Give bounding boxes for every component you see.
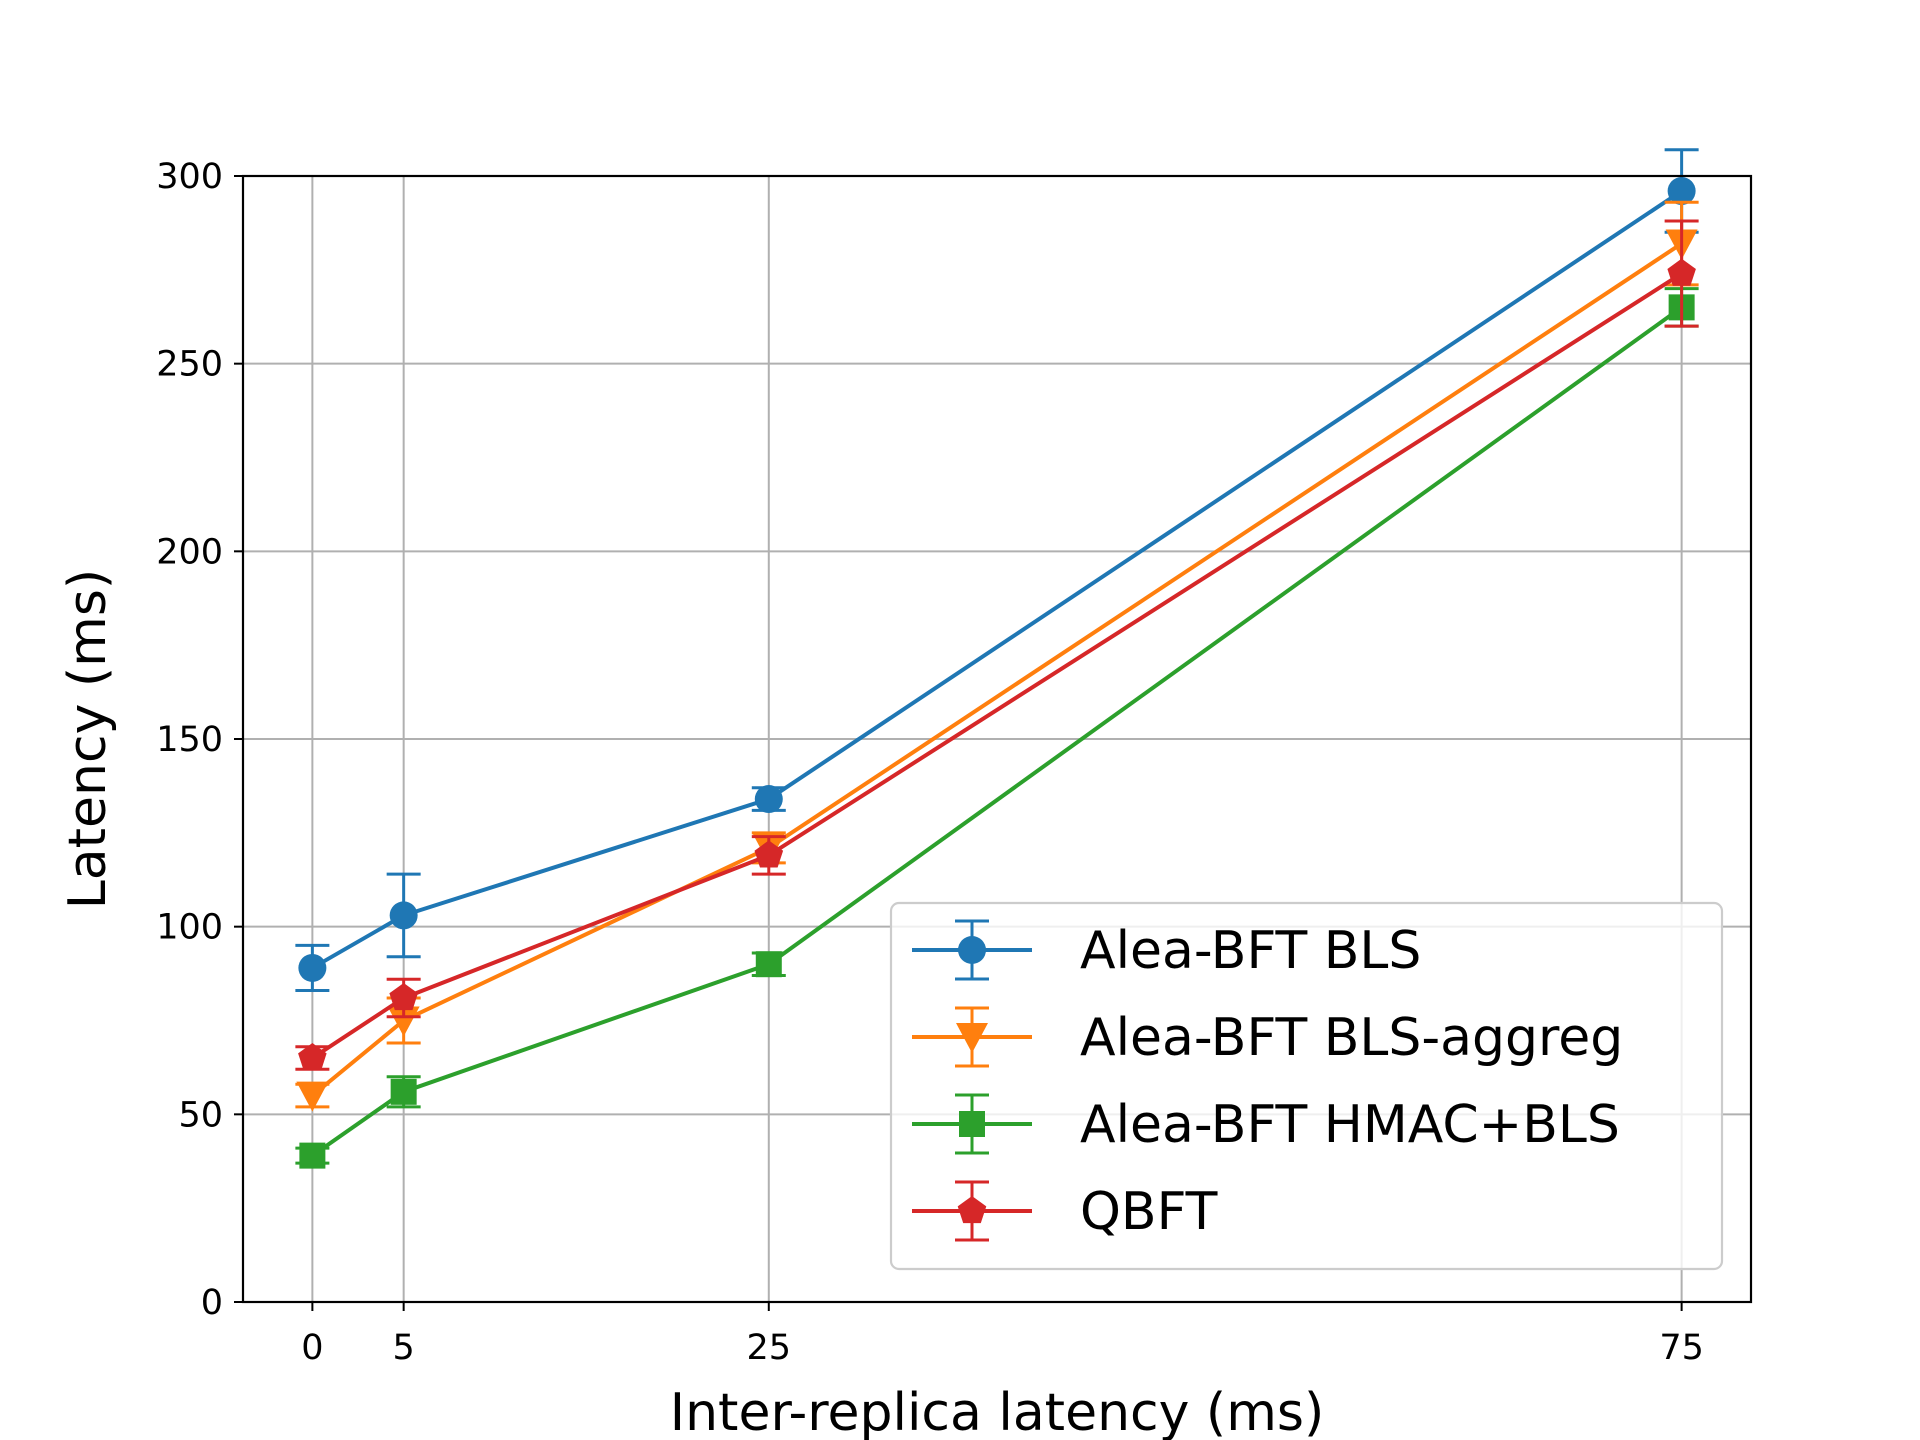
data-point-marker — [296, 1081, 329, 1112]
data-point-marker — [1667, 177, 1696, 206]
data-point-marker — [389, 901, 418, 930]
y-tick-label: 50 — [178, 1095, 223, 1135]
series-alea-bft-bls — [295, 148, 1699, 992]
series-line — [311, 189, 1683, 970]
y-tick-label: 300 — [156, 157, 223, 197]
y-axis-label: Latency (ms) — [58, 569, 118, 909]
data-point-marker — [754, 840, 784, 868]
data-point-marker — [957, 1196, 987, 1224]
y-tick-label: 200 — [156, 532, 223, 572]
data-point-marker — [298, 953, 327, 982]
legend-entry: Alea-BFT BLS — [912, 919, 1421, 981]
series-qbft — [295, 219, 1699, 1071]
y-tick-label: 100 — [156, 908, 223, 948]
series-line — [311, 241, 1683, 1098]
series-layer — [295, 148, 1699, 1169]
legend-entry: Alea-BFT BLS-aggreg — [912, 1006, 1623, 1068]
axis-ticks: 0 5 25 75 0 50 100 150 200 250 300 — [156, 157, 1704, 1368]
data-point-marker — [299, 1142, 326, 1169]
data-point-marker — [754, 785, 783, 814]
y-tick-label: 150 — [156, 720, 223, 760]
series-line — [311, 305, 1683, 1158]
data-point-marker — [390, 1078, 417, 1105]
legend: Alea-BFT BLS Alea-BFT BLS-aggreg Alea-BFT … — [889, 901, 1724, 1271]
data-point-marker — [298, 1043, 327, 1071]
y-tick-label: 250 — [156, 345, 223, 385]
x-tick-label: 0 — [301, 1328, 323, 1368]
x-axis-label: Inter-replica latency (ms) — [670, 1383, 1324, 1440]
legend-frame — [889, 901, 1724, 1271]
legend-label: QBFT — [1080, 1182, 1218, 1242]
x-tick-label: 75 — [1659, 1328, 1704, 1368]
legend-label: Alea-BFT BLS-aggreg — [1080, 1008, 1623, 1068]
y-tick-label: 0 — [201, 1283, 223, 1323]
data-point-marker — [1667, 258, 1696, 286]
legend-label: Alea-BFT HMAC+BLS — [1080, 1095, 1620, 1155]
x-tick-label: 5 — [393, 1328, 415, 1368]
x-tick-label: 25 — [747, 1328, 792, 1368]
data-point-marker — [387, 1006, 420, 1037]
series-alea-bft-hmac-bls — [295, 287, 1699, 1169]
legend-label: Alea-BFT BLS — [1080, 921, 1421, 981]
legend-entry: Alea-BFT HMAC+BLS — [912, 1093, 1620, 1155]
data-point-marker — [958, 936, 986, 964]
data-point-marker — [755, 951, 782, 978]
data-point-marker — [959, 1111, 985, 1137]
data-point-marker — [389, 983, 418, 1011]
series-line — [311, 271, 1683, 1060]
legend-entry: QBFT — [912, 1180, 1218, 1242]
data-point-marker — [956, 1023, 988, 1053]
